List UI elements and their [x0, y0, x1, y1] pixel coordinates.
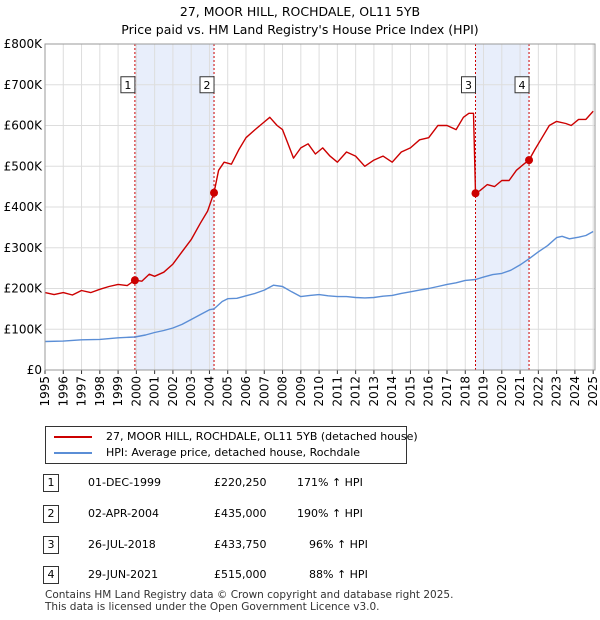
x-tick-label: 2017 [440, 376, 454, 407]
footer-line-2: This data is licensed under the Open Gov… [45, 601, 380, 613]
x-tick-label: 2004 [202, 376, 216, 407]
x-tick-label: 2007 [257, 376, 271, 407]
property-price-line [44, 110, 594, 296]
sale-label: 4 [519, 79, 526, 92]
table-row: 4 29-JUN-2021 £515,000 88% ↑ HPI [0, 566, 600, 586]
x-tick-label: 2025 [586, 376, 600, 407]
sale-hpi: 96% ↑ HPI [309, 538, 368, 551]
x-tick-label: 1997 [75, 376, 89, 407]
sale-point [471, 189, 480, 198]
table-row: 2 02-APR-2004 £435,000 190% ↑ HPI [0, 505, 600, 525]
x-tick-label: 2012 [349, 376, 363, 407]
sale-date: 26-JUL-2018 [88, 538, 156, 551]
sale-label-box [460, 76, 476, 94]
x-tick-label: 1998 [93, 376, 107, 407]
sale-hpi: 190% ↑ HPI [297, 507, 363, 520]
sale-marker-box: 4 [43, 566, 59, 584]
x-tick-label: 2014 [385, 376, 399, 407]
y-tick-label: £800K [4, 37, 44, 51]
sale-label: 2 [204, 79, 211, 92]
sale-label: 1 [124, 79, 131, 92]
x-tick-label: 1995 [38, 376, 52, 407]
sale-label: 3 [465, 79, 472, 92]
x-tick-label: 2009 [294, 376, 308, 407]
x-tick-label: 2011 [330, 376, 344, 407]
x-tick-label: 2015 [403, 376, 417, 407]
sale-hpi: 171% ↑ HPI [297, 476, 363, 489]
footer-attribution: Contains HM Land Registry data © Crown c… [45, 589, 453, 613]
table-row: 3 26-JUL-2018 £433,750 96% ↑ HPI [0, 536, 600, 556]
legend-swatch-hpi [54, 452, 92, 454]
price-chart: £0 £100K £200K £300K £400K £500K £600K £700K £80… [4, 37, 600, 407]
y-tick-label: £200K [4, 282, 44, 296]
legend-label-property: 27, MOOR HILL, ROCHDALE, OL11 5YB (detac… [106, 430, 418, 443]
x-tick-label: 2022 [531, 376, 545, 407]
sale-marker-box: 2 [43, 505, 59, 523]
x-tick-label: 2018 [458, 376, 472, 407]
sale-hpi: 88% ↑ HPI [309, 568, 368, 581]
legend-label-hpi: HPI: Average price, detached house, Roch… [106, 446, 361, 459]
x-tick-label: 2008 [276, 376, 290, 407]
x-tick-label: 2010 [312, 376, 326, 407]
x-tick-label: 2023 [550, 376, 564, 407]
footer-line-1: Contains HM Land Registry data © Crown c… [45, 589, 454, 601]
sale-point [130, 276, 139, 285]
sale-date: 29-JUN-2021 [88, 568, 159, 581]
sale-date: 01-DEC-1999 [88, 476, 162, 489]
x-tick-label: 2001 [148, 376, 162, 407]
x-tick-label: 2006 [239, 376, 253, 407]
y-tick-label: £0 [27, 363, 42, 377]
y-tick-label: £300K [4, 241, 44, 255]
sale-price: £515,000 [214, 568, 267, 581]
table-row: 1 01-DEC-1999 £220,250 171% ↑ HPI [0, 474, 600, 494]
sale-price: £433,750 [214, 538, 267, 551]
hpi-line [44, 230, 594, 343]
sale-label-box [514, 76, 530, 94]
x-tick-label: 2020 [495, 376, 509, 407]
legend: 27, MOOR HILL, ROCHDALE, OL11 5YB (detac… [45, 426, 418, 464]
x-tick-label: 2013 [367, 376, 381, 407]
x-tick-label: 2024 [568, 376, 582, 407]
chart-subtitle: Price paid vs. HM Land Registry's House … [121, 22, 479, 37]
chart-title: 27, MOOR HILL, ROCHDALE, OL11 5YB [179, 4, 421, 19]
x-tick-label: 2000 [129, 376, 143, 407]
x-tick-label: 2019 [477, 376, 491, 407]
sale-point [210, 188, 219, 197]
x-tick-label: 1996 [56, 376, 70, 407]
y-tick-label: £500K [4, 159, 44, 173]
x-tick-label: 2003 [184, 376, 198, 407]
legend-swatch-property [54, 436, 92, 438]
y-tick-label: £700K [4, 78, 44, 92]
x-tick-label: 1999 [111, 376, 125, 407]
sale-point [525, 156, 534, 165]
y-tick-label: £600K [4, 119, 44, 133]
sale-label-box [199, 76, 215, 94]
sale-price: £220,250 [214, 476, 267, 489]
y-tick-label: £100K [4, 322, 44, 336]
y-tick-label: £400K [4, 200, 44, 214]
x-tick-label: 2005 [221, 376, 235, 407]
sale-label-box [120, 76, 136, 94]
sale-price: £435,000 [214, 507, 267, 520]
x-tick-label: 2002 [166, 376, 180, 407]
x-tick-label: 2021 [513, 376, 527, 407]
plot-border [44, 43, 596, 371]
sale-marker-box: 1 [43, 474, 59, 492]
sale-date: 02-APR-2004 [88, 507, 160, 520]
sale-marker-box: 3 [43, 536, 59, 554]
x-tick-label: 2016 [422, 376, 436, 407]
